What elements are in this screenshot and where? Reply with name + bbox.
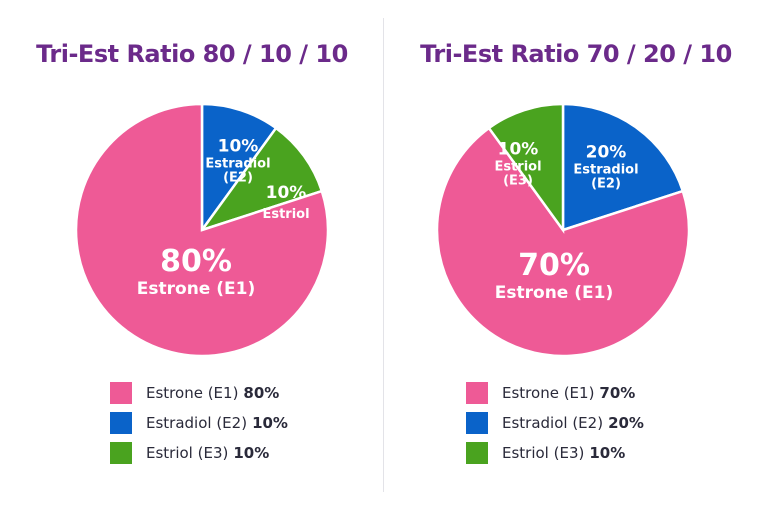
legend-swatch bbox=[466, 442, 488, 464]
pie-slice-estriol-right bbox=[487, 102, 565, 234]
pie-slice-estrone-left bbox=[74, 102, 330, 358]
pie-slice-estradiol-left bbox=[200, 102, 278, 234]
legend-item-estradiol: Estradiol (E2) 10% bbox=[110, 408, 288, 438]
legend-item-estrone: Estrone (E1) 80% bbox=[110, 378, 288, 408]
legend-right: Estrone (E1) 70% Estradiol (E2) 20% Estrio… bbox=[466, 378, 644, 468]
legend-item-estradiol: Estradiol (E2) 20% bbox=[466, 408, 644, 438]
legend-swatch bbox=[466, 412, 488, 434]
legend-left: Estrone (E1) 80% Estradiol (E2) 10% Estrio… bbox=[110, 378, 288, 468]
legend-item-estriol: Estriol (E3) 10% bbox=[110, 438, 288, 468]
chart-title-left: Tri-Est Ratio 80 / 10 / 10 bbox=[36, 40, 348, 68]
slice-label-estradiol-right: 20% Estradiol (E2) bbox=[573, 142, 639, 192]
legend-swatch bbox=[466, 382, 488, 404]
legend-item-estriol: Estriol (E3) 10% bbox=[466, 438, 644, 468]
slice-label-estradiol-left: 10% Estradiol (E2) bbox=[205, 136, 271, 186]
slice-label-estriol-right: 10% Estriol (E3) bbox=[494, 139, 542, 189]
pie-slice-estriol-left bbox=[198, 126, 324, 233]
legend-swatch bbox=[110, 382, 132, 404]
pie-slice-estradiol-right bbox=[561, 102, 685, 232]
legend-swatch bbox=[110, 442, 132, 464]
divider bbox=[383, 18, 384, 492]
legend-swatch bbox=[110, 412, 132, 434]
slice-label-estrone-right: 70% Estrone (E1) bbox=[494, 247, 614, 303]
chart-title-right: Tri-Est Ratio 70 / 20 / 10 bbox=[420, 40, 732, 68]
legend-item-estrone: Estrone (E1) 70% bbox=[466, 378, 644, 408]
pie-slice-estrone-right bbox=[435, 126, 691, 358]
slice-label-estriol-left: 10% Estriol bbox=[262, 182, 310, 222]
slice-label-estrone-left: 80% Estrone (E1) bbox=[136, 243, 256, 299]
